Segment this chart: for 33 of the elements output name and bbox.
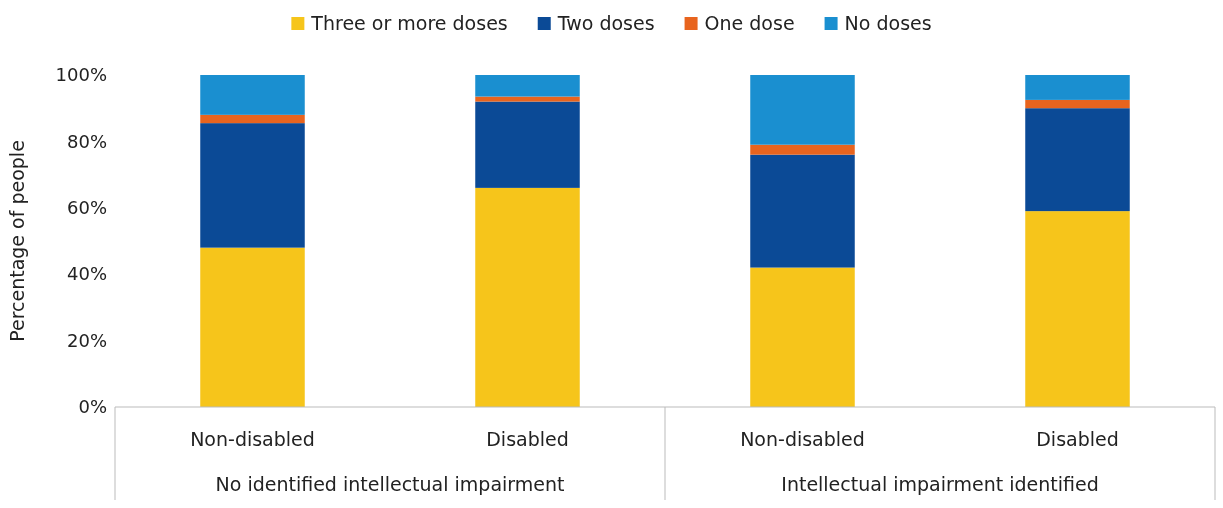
y-tick-label: 0%	[78, 396, 107, 418]
bar	[475, 187, 580, 407]
y-tick-label: 40%	[66, 263, 107, 285]
bar	[200, 123, 305, 248]
y-tick-label: 20%	[66, 329, 107, 351]
bar	[1025, 211, 1130, 407]
bar	[475, 96, 580, 102]
bar	[200, 75, 305, 115]
bar	[750, 267, 855, 407]
legend-label: No doses	[844, 12, 932, 34]
legend-label: One dose	[704, 12, 795, 34]
legend-label: Three or more doses	[310, 12, 508, 34]
bar	[750, 154, 855, 268]
bar	[1025, 75, 1130, 100]
y-tick-label: 80%	[66, 130, 107, 152]
bar	[475, 101, 580, 188]
bar	[200, 247, 305, 407]
y-axis-title: Percentage of people	[6, 140, 28, 342]
x-tick-label: Non-disabled	[190, 428, 315, 451]
text: Intellectual impairment identified	[781, 473, 1099, 495]
bar	[1025, 99, 1130, 109]
y-tick-label: 60%	[66, 197, 107, 219]
bar	[1025, 108, 1130, 212]
x-tick-label: Disabled	[1036, 428, 1119, 451]
bar	[475, 75, 580, 97]
bar	[750, 75, 855, 145]
bar	[750, 144, 855, 155]
text: No identified intellectual impairment	[215, 473, 565, 495]
legend-label: Two doses	[556, 12, 655, 34]
x-tick-label: Disabled	[486, 428, 569, 451]
x-tick-label: Non-disabled	[740, 428, 865, 451]
y-tick-label: 100%	[55, 64, 107, 86]
bar	[200, 114, 305, 124]
